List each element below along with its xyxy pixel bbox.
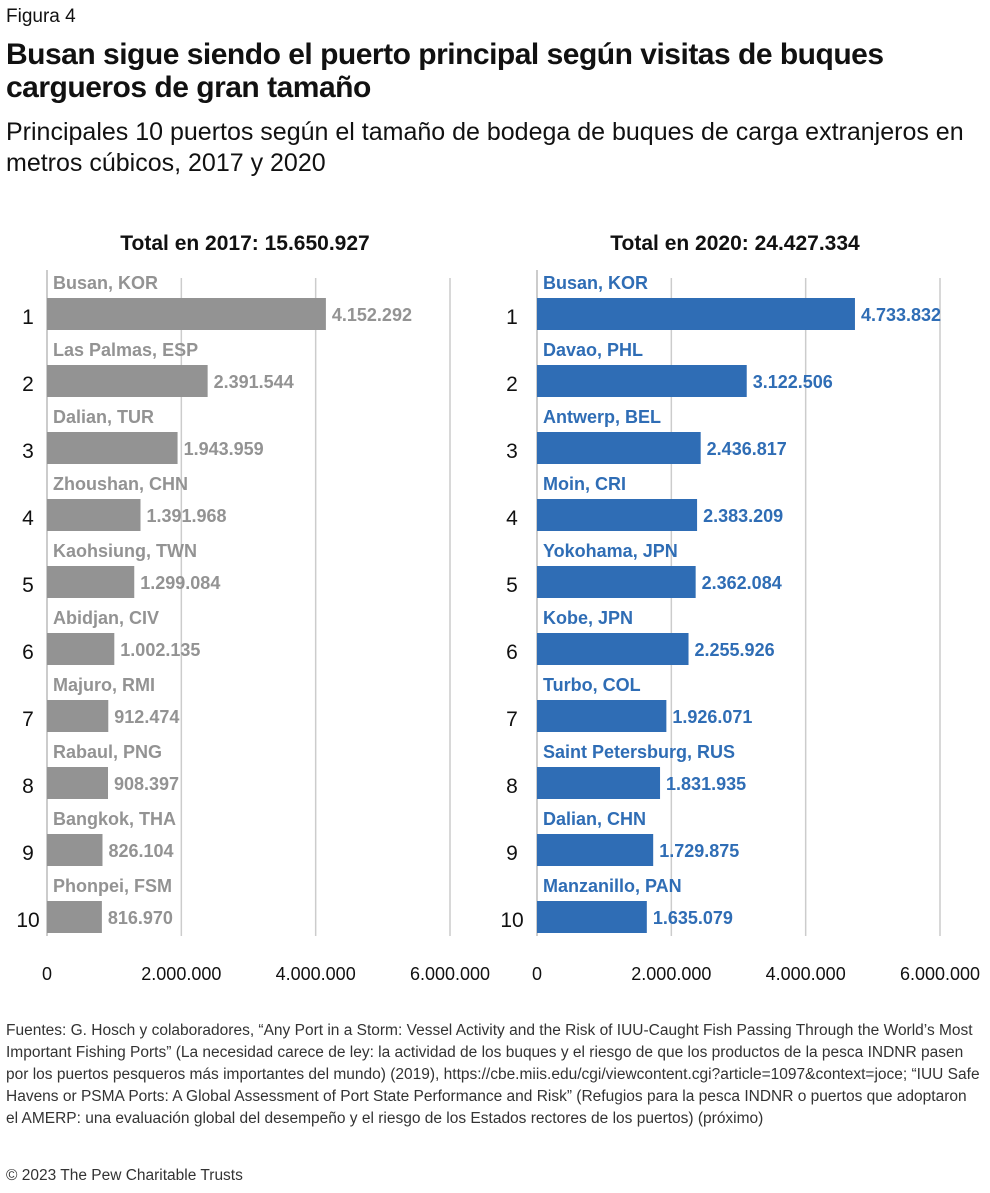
rank-label: 6 — [506, 641, 518, 664]
rank-label: 5 — [22, 574, 34, 597]
port-label: Abidjan, CIV — [53, 608, 159, 628]
value-label: 826.104 — [108, 841, 173, 861]
rank-label: 3 — [506, 440, 518, 463]
port-label: Zhoushan, CHN — [53, 474, 188, 494]
value-label: 2.383.209 — [703, 506, 783, 526]
value-label: 1.391.968 — [146, 506, 226, 526]
bar — [537, 901, 647, 933]
bar — [537, 566, 696, 598]
bar — [537, 365, 747, 397]
rank-label: 10 — [500, 909, 523, 932]
rank-label: 4 — [506, 507, 518, 530]
bar — [47, 298, 326, 330]
value-label: 1.729.875 — [659, 841, 739, 861]
port-label: Kaohsiung, TWN — [53, 541, 197, 561]
panel-title: Total en 2017: 15.650.927 — [120, 232, 369, 255]
value-label: 1.635.079 — [653, 908, 733, 928]
x-tick-label: 4.000.000 — [276, 964, 356, 984]
x-tick-label: 2.000.000 — [631, 964, 711, 984]
port-label: Majuro, RMI — [53, 675, 155, 695]
value-label: 1.926.071 — [672, 707, 752, 727]
rank-label: 8 — [506, 775, 518, 798]
rank-label: 9 — [506, 842, 518, 865]
bar — [537, 767, 661, 799]
bar — [47, 432, 178, 464]
x-tick-label: 6.000.000 — [900, 964, 980, 984]
port-label: Rabaul, PNG — [53, 742, 162, 762]
sources-note: Fuentes: G. Hosch y colaboradores, “Any … — [6, 1022, 980, 1127]
port-label: Yokohama, JPN — [543, 541, 678, 561]
port-label: Las Palmas, ESP — [53, 340, 198, 360]
bar — [537, 633, 689, 665]
rank-label: 7 — [506, 708, 518, 731]
value-label: 1.831.935 — [666, 774, 746, 794]
value-label: 2.362.084 — [702, 573, 782, 593]
bar — [47, 633, 115, 665]
copyright: © 2023 The Pew Charitable Trusts — [6, 1167, 243, 1184]
bar — [537, 298, 855, 330]
rank-label: 4 — [22, 507, 34, 530]
port-label: Busan, KOR — [53, 273, 158, 293]
bar — [47, 499, 141, 531]
rank-label: 1 — [506, 306, 518, 329]
bar — [47, 365, 208, 397]
value-label: 816.970 — [108, 908, 173, 928]
port-label: Busan, KOR — [543, 273, 648, 293]
rank-label: 10 — [16, 909, 39, 932]
x-tick-label: 0 — [42, 964, 52, 984]
value-label: 2.391.544 — [214, 372, 294, 392]
port-label: Phonpei, FSM — [53, 876, 172, 896]
value-label: 1.943.959 — [184, 439, 264, 459]
bar — [47, 767, 109, 799]
bar — [47, 901, 102, 933]
value-label: 912.474 — [114, 707, 179, 727]
port-label: Bangkok, THA — [53, 809, 176, 829]
port-label: Kobe, JPN — [543, 608, 633, 628]
chart-subtitle: Principales 10 puertos según el tamaño d… — [6, 118, 964, 177]
value-label: 908.397 — [114, 774, 179, 794]
x-tick-label: 2.000.000 — [141, 964, 221, 984]
charts: Total en 2017: 15.650.927 0 2.000.000 4.000… — [16, 232, 980, 984]
bar — [47, 834, 103, 866]
port-label: Dalian, CHN — [543, 809, 646, 829]
panel-title: Total en 2020: 24.427.334 — [610, 232, 860, 255]
port-label: Davao, PHL — [543, 340, 643, 360]
bar — [47, 700, 109, 732]
rank-label: 5 — [506, 574, 518, 597]
rank-label: 2 — [506, 373, 518, 396]
bar — [537, 834, 654, 866]
value-label: 1.002.135 — [120, 640, 200, 660]
value-label: 4.733.832 — [861, 305, 941, 325]
rank-label: 3 — [22, 440, 34, 463]
rank-label: 9 — [22, 842, 34, 865]
value-label: 4.152.292 — [332, 305, 412, 325]
value-label: 1.299.084 — [140, 573, 220, 593]
port-label: Turbo, COL — [543, 675, 641, 695]
port-label: Saint Petersburg, RUS — [543, 742, 735, 762]
rank-label: 1 — [22, 306, 34, 329]
x-tick-label: 4.000.000 — [766, 964, 846, 984]
figure-label: Figura 4 — [6, 6, 76, 27]
x-tick-label: 0 — [532, 964, 542, 984]
rank-label: 2 — [22, 373, 34, 396]
rank-label: 8 — [22, 775, 34, 798]
bar — [47, 566, 135, 598]
port-label: Moin, CRI — [543, 474, 626, 494]
value-label: 3.122.506 — [753, 372, 833, 392]
rank-label: 7 — [22, 708, 34, 731]
bar — [537, 499, 698, 531]
port-label: Dalian, TUR — [53, 407, 154, 427]
chart-title: Busan sigue siendo el puerto principal s… — [6, 38, 884, 104]
value-label: 2.436.817 — [707, 439, 787, 459]
port-label: Antwerp, BEL — [543, 407, 661, 427]
value-label: 2.255.926 — [695, 640, 775, 660]
bar — [537, 432, 701, 464]
x-tick-label: 6.000.000 — [410, 964, 490, 984]
rank-label: 6 — [22, 641, 34, 664]
bar — [537, 700, 667, 732]
port-label: Manzanillo, PAN — [543, 876, 682, 896]
